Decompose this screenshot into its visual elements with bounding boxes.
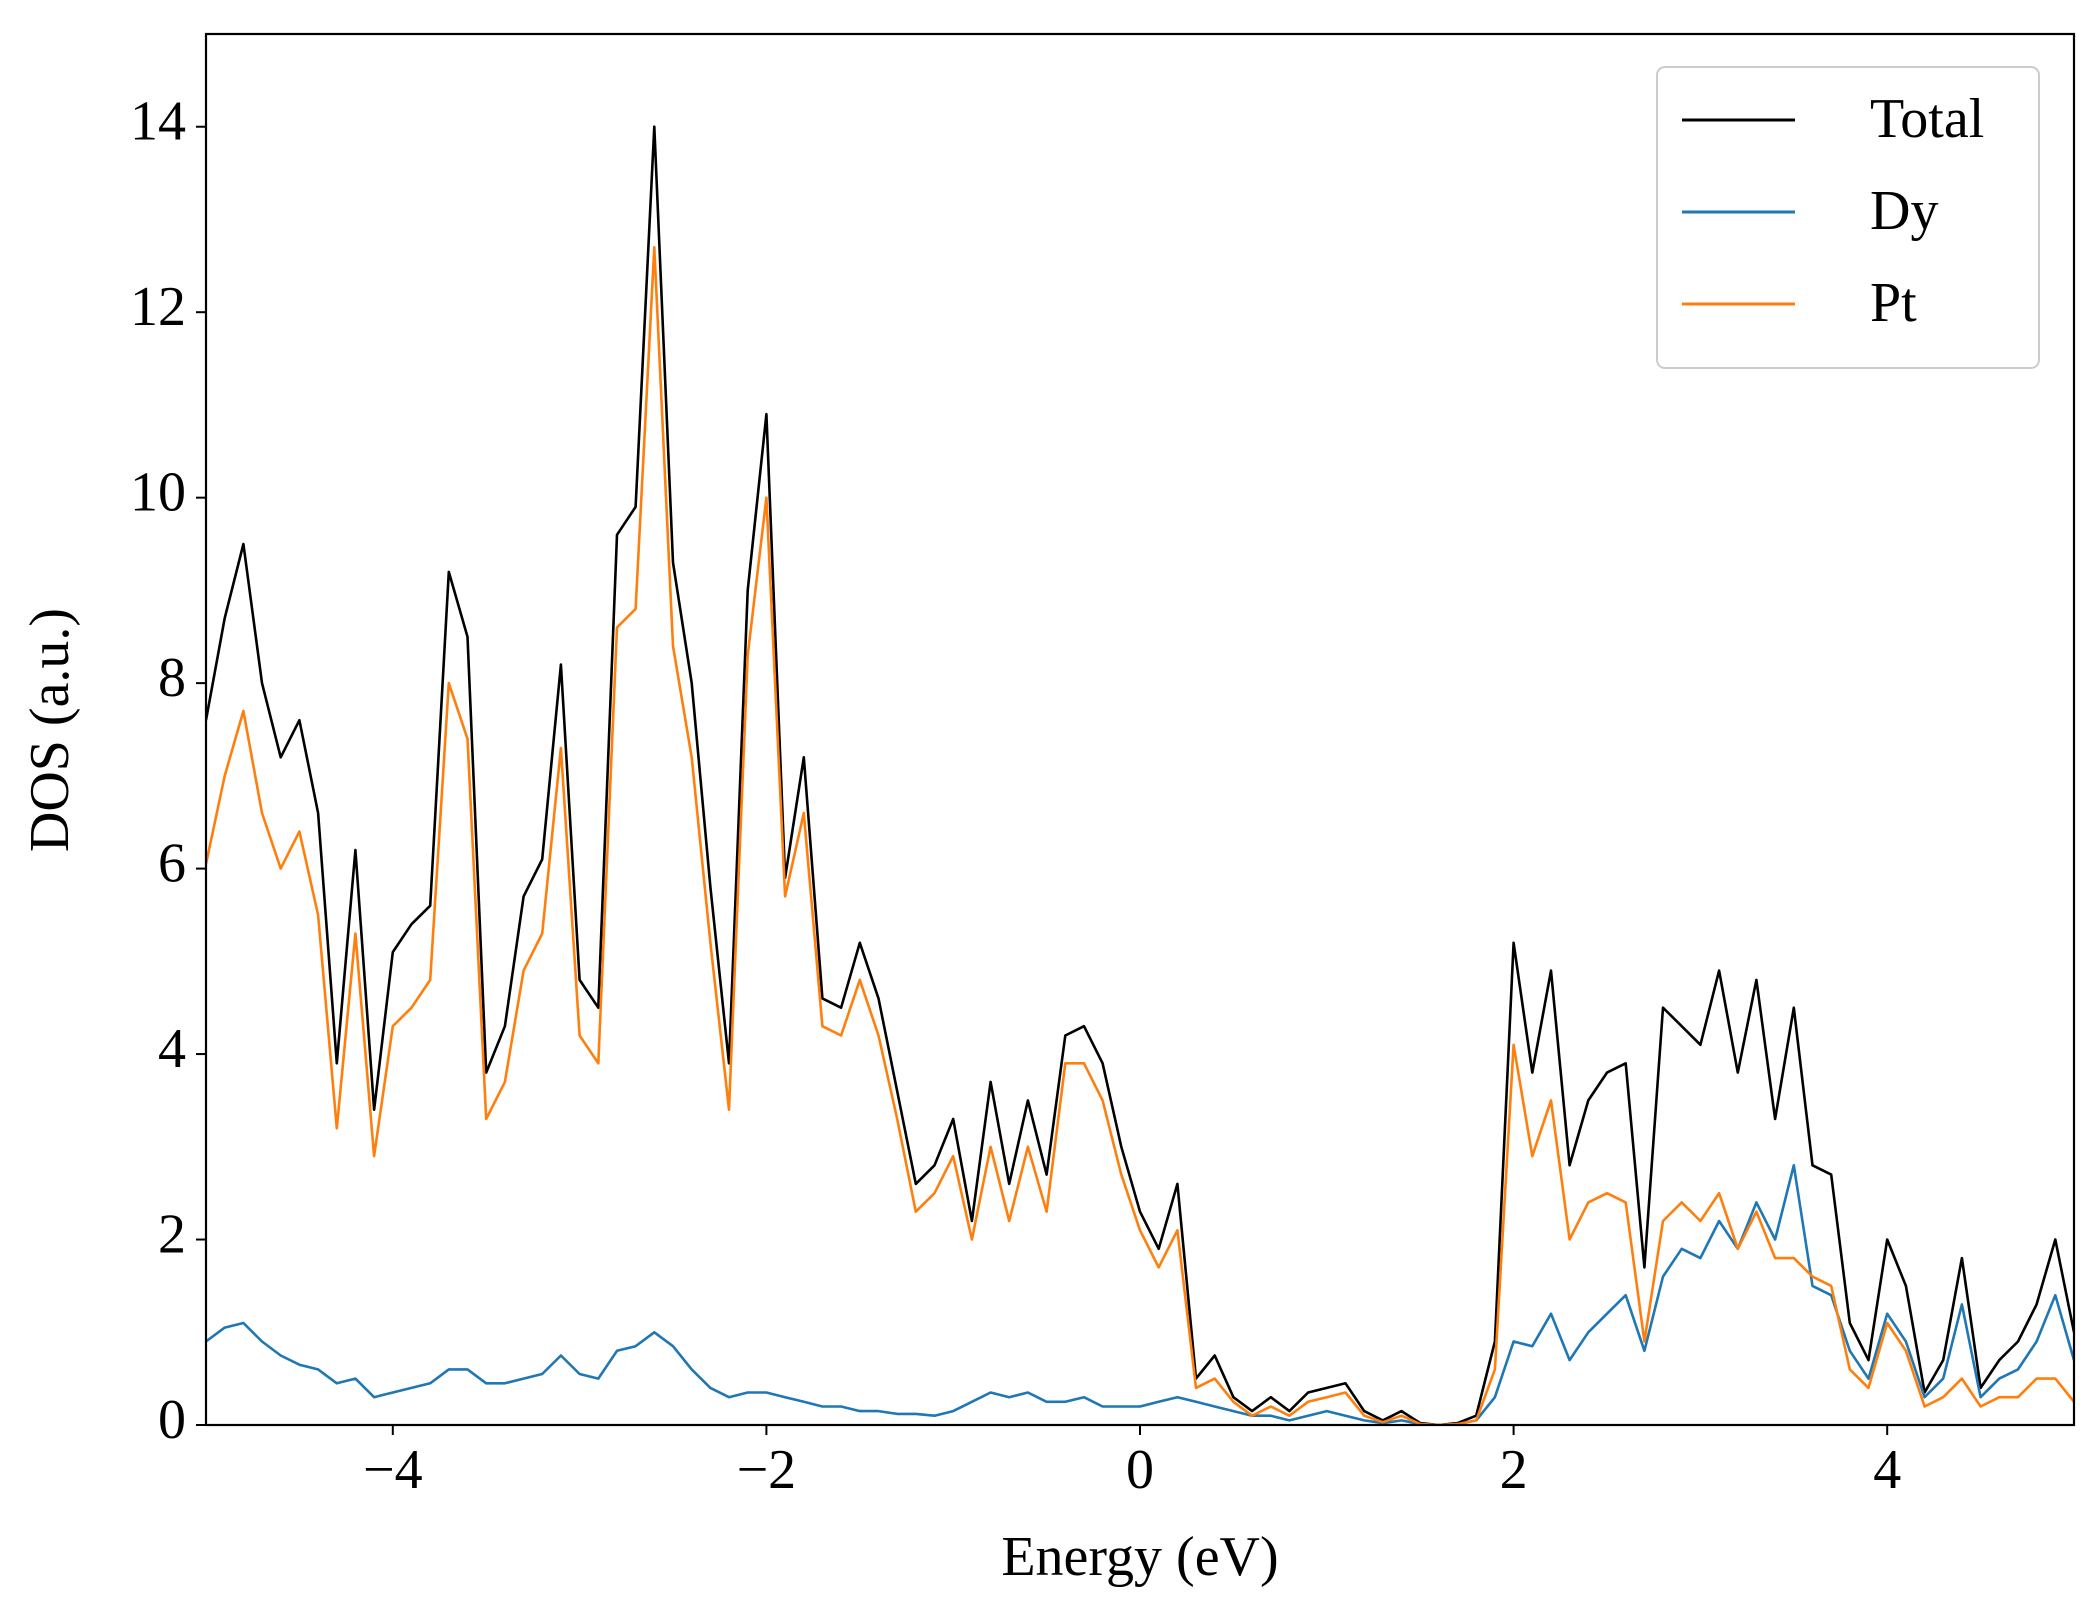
y-tick-label: 4 <box>158 1018 186 1080</box>
y-tick-label: 10 <box>130 462 186 524</box>
y-tick-label: 8 <box>158 647 186 709</box>
legend-label: Pt <box>1870 272 1917 334</box>
x-axis-label: Energy (eV) <box>1001 1526 1278 1588</box>
x-tick-label: 0 <box>1126 1439 1154 1501</box>
plot-frame <box>204 32 2076 1427</box>
series-line <box>206 246 2074 1425</box>
legend-box <box>1656 66 2040 369</box>
y-tick-label: 6 <box>158 832 186 894</box>
x-tick-label: 4 <box>1873 1439 1901 1501</box>
series-line <box>206 125 2074 1425</box>
y-tick-label: 2 <box>158 1203 186 1265</box>
x-tick-label: −2 <box>737 1439 797 1501</box>
x-tick-label: 2 <box>1500 1439 1528 1501</box>
series-line <box>206 1164 2074 1425</box>
legend-label: Dy <box>1870 180 1938 242</box>
y-tick-label: 14 <box>130 91 186 153</box>
legend-label: Total <box>1870 88 1984 150</box>
y-tick-label: 0 <box>158 1389 186 1451</box>
x-tick-label: −4 <box>363 1439 423 1501</box>
y-tick-label: 12 <box>130 276 186 338</box>
y-axis-label: DOS (a.u.) <box>19 608 81 852</box>
